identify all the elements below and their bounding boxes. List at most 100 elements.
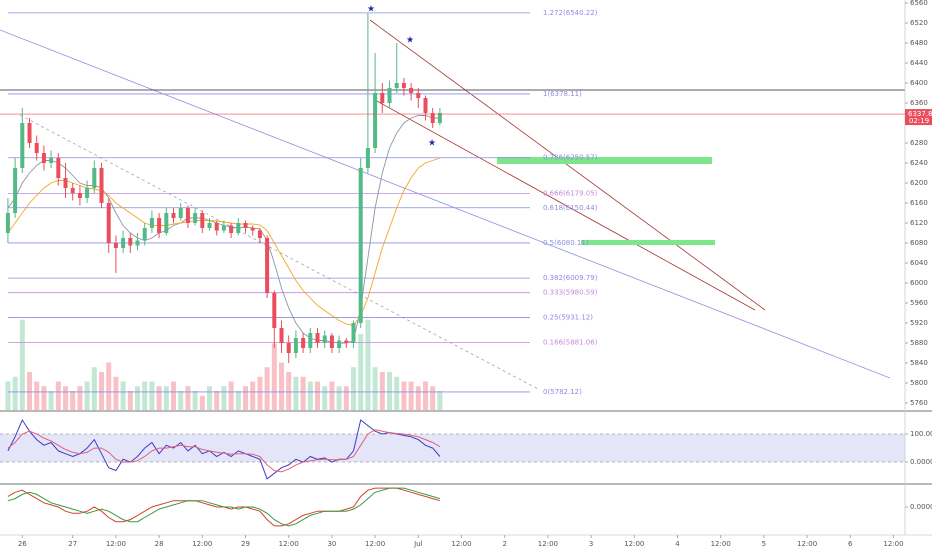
- y-tick-label: 6560: [910, 0, 928, 7]
- marker: ★: [406, 36, 414, 46]
- candle-body: [365, 148, 370, 168]
- fib-label: 1.272(6540.22): [543, 9, 598, 17]
- y-tick-label: 6400: [910, 79, 928, 87]
- volume-bar: [199, 395, 205, 410]
- volume-bar: [379, 372, 385, 410]
- y-tick-label: 6360: [910, 99, 928, 107]
- candle-body: [77, 193, 82, 198]
- volume-bar: [127, 391, 133, 410]
- x-tick-label: 12:00: [451, 540, 471, 548]
- volume-bar: [307, 381, 313, 410]
- indicator-line: [7, 429, 441, 473]
- candle-body: [214, 223, 219, 231]
- fib-label: 0.166(5881.06): [543, 338, 598, 346]
- volume-bar: [365, 319, 371, 410]
- candle-body: [315, 333, 320, 343]
- candle-body: [257, 230, 262, 238]
- y-tick-label: 6520: [910, 19, 928, 27]
- volume-bar: [55, 381, 61, 410]
- candle-body: [401, 83, 406, 88]
- x-tick-label: 12:00: [797, 540, 817, 548]
- candle-body: [416, 93, 421, 98]
- volume-bar: [149, 381, 155, 410]
- marker: ★: [367, 5, 375, 15]
- candle-body: [279, 328, 284, 343]
- candle-body: [70, 188, 75, 193]
- volume-bar: [63, 386, 69, 410]
- marker: ★: [428, 139, 436, 149]
- volume-bar: [423, 381, 429, 410]
- fib-label: 0.786(6250.57): [543, 154, 598, 162]
- y-tick-label: 5840: [910, 359, 928, 367]
- y-tick-label: 5960: [910, 299, 928, 307]
- y-tick-label: 6480: [910, 39, 928, 47]
- volume-bar: [315, 381, 321, 410]
- candle-body: [344, 340, 349, 343]
- volume-bar: [91, 367, 97, 410]
- volume-bar: [293, 376, 299, 410]
- volume-bar: [408, 381, 414, 410]
- volume-bar: [264, 367, 270, 410]
- candle-body: [49, 158, 54, 163]
- candle-body: [200, 213, 205, 228]
- x-tick-label: 28: [155, 540, 164, 548]
- candle-body: [135, 240, 140, 246]
- y-tick-label: 6160: [910, 199, 928, 207]
- x-tick-label: 29: [241, 540, 250, 548]
- volume-bar: [394, 376, 400, 410]
- candle-body: [41, 153, 46, 163]
- candle-body: [236, 223, 241, 233]
- candle-body: [265, 238, 270, 293]
- volume-bar: [142, 381, 148, 410]
- candle-body: [351, 323, 356, 343]
- x-tick-label: 12:00: [711, 540, 731, 548]
- x-tick-label: 26: [18, 540, 27, 548]
- x-tick-label: 12:00: [538, 540, 558, 548]
- y-tick-label: 5800: [910, 379, 928, 387]
- candle-body: [92, 168, 97, 188]
- volume-bar: [163, 386, 169, 410]
- y-tick-label: 6440: [910, 59, 928, 67]
- candle-body: [394, 83, 399, 88]
- x-tick-label: 27: [68, 540, 77, 548]
- volume-bar: [257, 376, 263, 410]
- volume-bar: [27, 372, 33, 410]
- channel-line: [374, 99, 756, 311]
- fib-label: 0.666(6179.05): [543, 189, 598, 197]
- volume-bar: [235, 391, 241, 410]
- candle-body: [308, 333, 313, 348]
- y-tick-label: 5880: [910, 339, 928, 347]
- x-tick-label: 12:00: [279, 540, 299, 548]
- volume-bar: [401, 381, 407, 410]
- volume-bar: [135, 386, 141, 410]
- x-tick-label: 6: [848, 540, 853, 548]
- candle-body: [221, 225, 226, 231]
- candle-body: [373, 93, 378, 148]
- candle-body: [5, 213, 10, 233]
- fib-label: 0.618(6150.44): [543, 204, 598, 212]
- volume-bar: [70, 391, 76, 410]
- candle-body: [301, 338, 306, 348]
- volume-bar: [271, 343, 277, 410]
- volume-bar: [106, 362, 112, 410]
- y-tick-label: 6200: [910, 179, 928, 187]
- zone: [581, 240, 715, 245]
- candle-body: [99, 168, 104, 203]
- candle-body: [409, 88, 414, 93]
- x-tick-label: 12:00: [883, 540, 903, 548]
- candle-body: [178, 208, 183, 218]
- volume-bar: [99, 372, 105, 410]
- volume-bar: [358, 334, 364, 410]
- candle-body: [27, 123, 32, 143]
- candle-body: [121, 238, 126, 248]
- volume-bar: [329, 381, 335, 410]
- last-price-box: [905, 109, 932, 126]
- volume-bar: [207, 386, 213, 410]
- candle-body: [85, 188, 90, 198]
- fib-label: 1(6378.11): [543, 90, 582, 98]
- x-tick-label: 4: [675, 540, 680, 548]
- volume-bar: [387, 372, 393, 410]
- band: [0, 434, 905, 462]
- candle-body: [185, 208, 190, 223]
- volume-bar: [351, 367, 357, 410]
